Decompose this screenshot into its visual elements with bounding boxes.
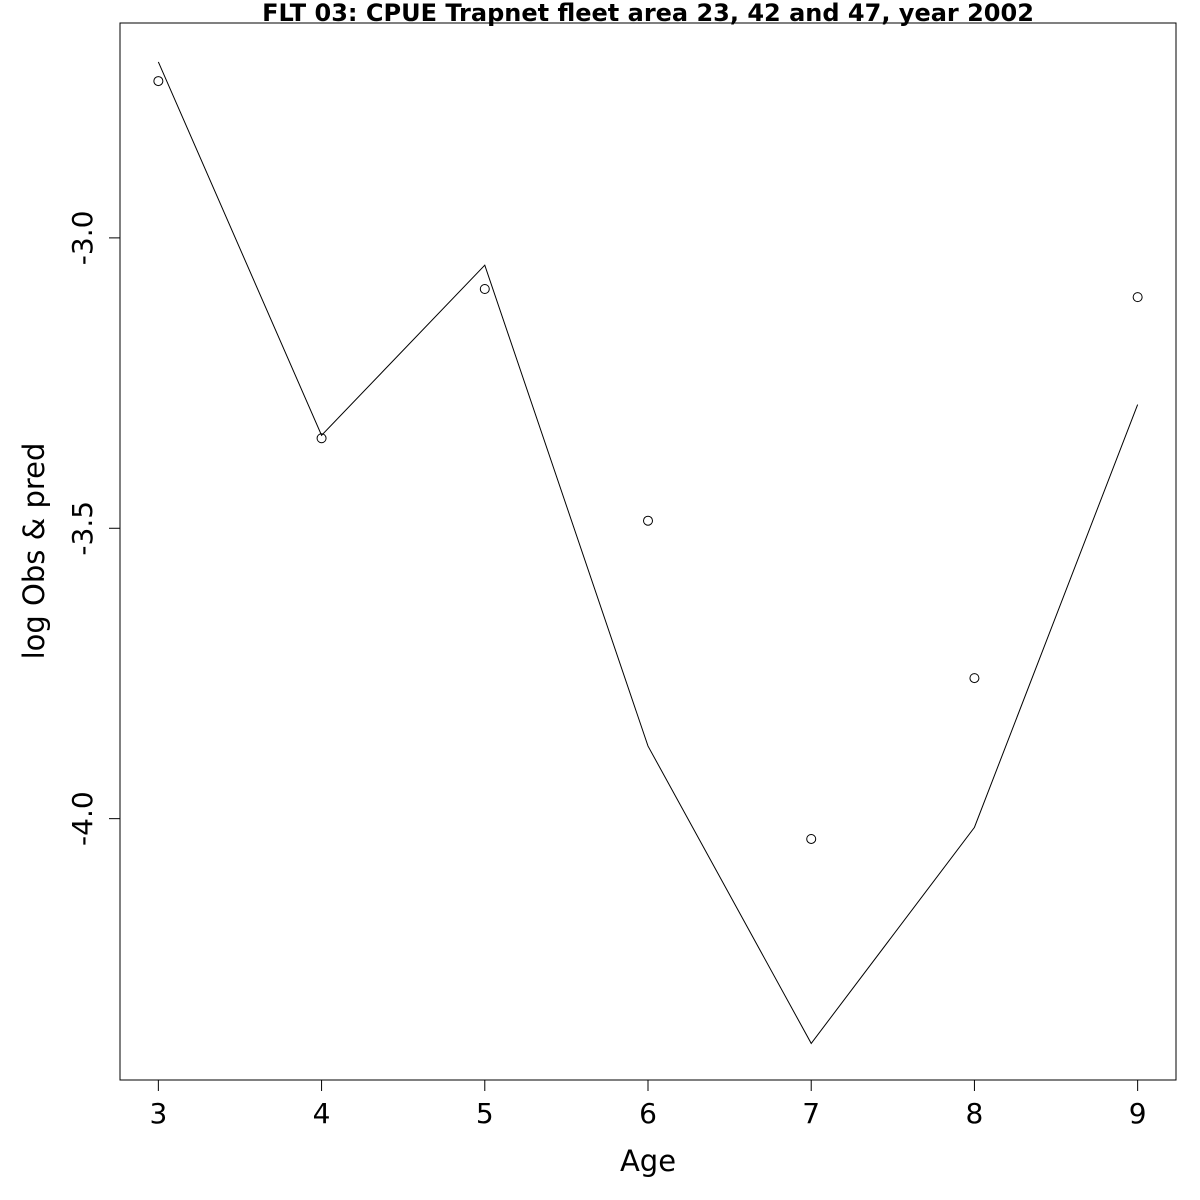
x-tick-label: 4 [313,1097,331,1130]
y-tick-label: -3.0 [66,211,99,266]
x-tick-label: 3 [149,1097,167,1130]
x-axis: 3 4 5 6 7 8 9 [149,1079,1147,1130]
y-tick-label: -4.0 [66,791,99,846]
observed-point [643,515,653,526]
plot-frame [119,22,1177,1081]
observed-point [969,673,980,684]
x-tick-label: 7 [802,1097,820,1130]
x-axis-label: Age [620,1144,676,1178]
observed-point [806,833,817,844]
x-tick-label: 5 [476,1097,494,1130]
y-axis-label: log Obs & pred [17,443,51,660]
x-tick-label: 9 [1129,1097,1147,1130]
observed-point [153,76,164,87]
series-layer [153,61,1143,1045]
x-tick-label: 6 [639,1097,657,1130]
x-tick-label: 8 [966,1097,984,1130]
predicted-line [157,61,1139,1045]
y-axis: -3.0 -3.5 -4.0 [66,211,121,846]
observed-point [479,283,490,294]
observed-point [1132,292,1143,303]
observed-point [316,433,327,444]
y-tick-label: -3.5 [66,501,99,556]
